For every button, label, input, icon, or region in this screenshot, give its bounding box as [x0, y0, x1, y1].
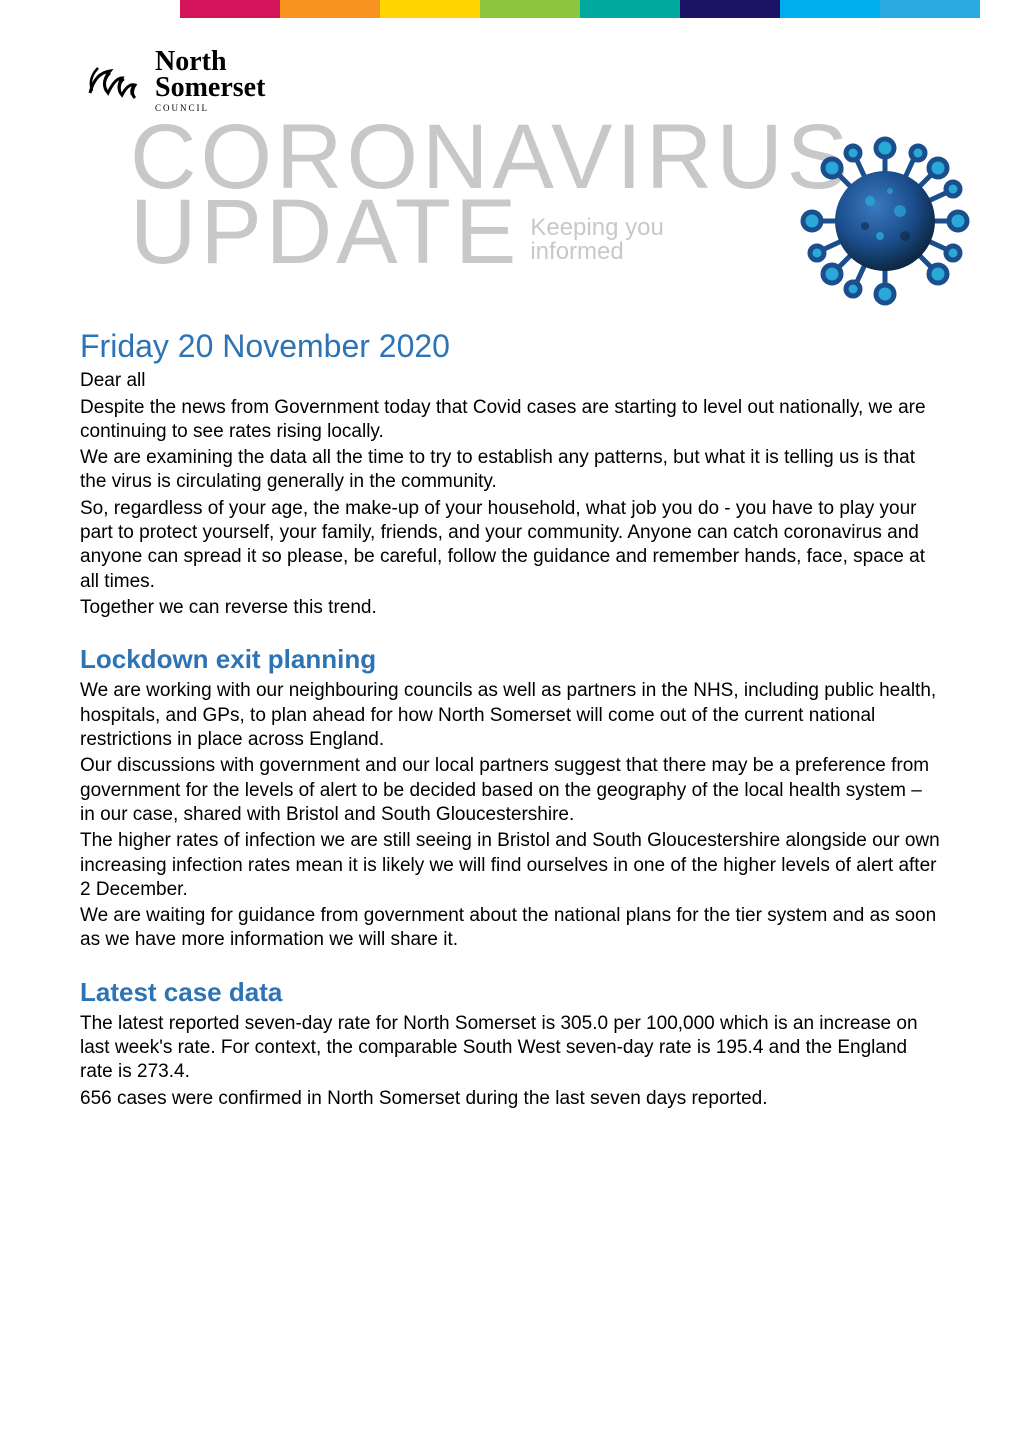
strip-segment: [380, 0, 480, 18]
logo-text: North Somerset COUNCIL: [155, 49, 265, 113]
tagline-block: Keeping you informed: [530, 216, 663, 264]
section-paragraph: The latest reported seven-day rate for N…: [80, 1012, 940, 1085]
section-paragraph: We are waiting for guidance from governm…: [80, 904, 940, 953]
header-block: North Somerset COUNCIL CORONAVIRUS UPDAT…: [0, 43, 1020, 278]
section-paragraph: Our discussions with government and our …: [80, 754, 940, 827]
strip-segment: [880, 0, 980, 18]
strip-segment: [180, 0, 280, 18]
strip-segment: [780, 0, 880, 18]
strip-segment: [680, 0, 780, 18]
strip-spacer: [980, 0, 1020, 18]
update-row: UPDATE Keeping you informed: [130, 186, 940, 278]
intro-paragraph: Together we can reverse this trend.: [80, 596, 940, 620]
strip-segment: [580, 0, 680, 18]
logo-north-label: North: [155, 49, 265, 76]
strip-spacer: [0, 0, 180, 18]
intro-paragraph: So, regardless of your age, the make-up …: [80, 497, 940, 594]
section-paragraph: 656 cases were confirmed in North Somers…: [80, 1087, 940, 1111]
virus-icon: [800, 136, 970, 311]
document-content: Friday 20 November 2020 Dear all Despite…: [0, 278, 1020, 1173]
page-title: Friday 20 November 2020: [80, 328, 940, 365]
section-paragraph: The higher rates of infection we are sti…: [80, 829, 940, 902]
strip-segment: [480, 0, 580, 18]
section-heading-case-data: Latest case data: [80, 977, 940, 1008]
intro-paragraph: We are examining the data all the time t…: [80, 446, 940, 495]
section-heading-lockdown: Lockdown exit planning: [80, 644, 940, 675]
strip-segment: [280, 0, 380, 18]
logo-somerset-label: Somerset: [155, 75, 265, 102]
tagline-informed: informed: [530, 240, 663, 264]
update-headline: UPDATE: [130, 186, 520, 278]
intro-paragraph: Despite the news from Government today t…: [80, 396, 940, 445]
tagline-keeping: Keeping you: [530, 216, 663, 240]
header-color-strip: [0, 0, 1020, 18]
greeting: Dear all: [80, 369, 940, 393]
section-paragraph: We are working with our neighbouring cou…: [80, 679, 940, 752]
